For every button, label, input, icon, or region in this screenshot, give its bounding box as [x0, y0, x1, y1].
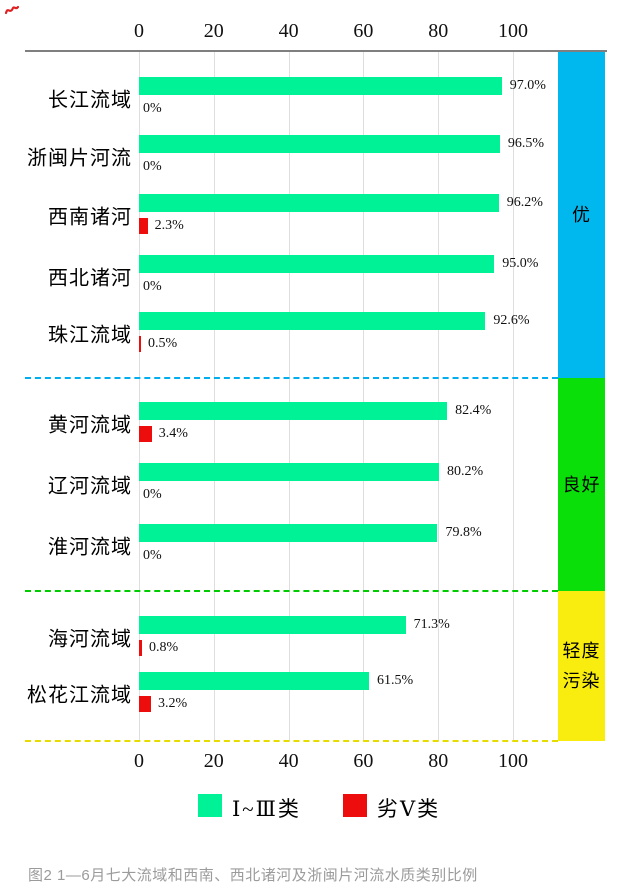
- good-bar: [139, 312, 486, 330]
- bad-bar: [139, 696, 151, 712]
- x-tick-top: 40: [278, 20, 299, 42]
- gridline: [513, 52, 514, 741]
- x-tick-top: 100: [498, 20, 528, 42]
- category-label: 浙闽片河流: [27, 147, 132, 170]
- good-bar: [139, 524, 438, 542]
- x-tick-bottom: 100: [498, 750, 528, 772]
- quality-band: 良好: [558, 378, 605, 591]
- band-divider: [25, 377, 558, 379]
- category-label: 西北诸河: [48, 267, 132, 290]
- bad-value-label: 2.3%: [154, 218, 184, 233]
- bad-value-label: 0%: [143, 101, 162, 116]
- good-value-label: 97.0%: [509, 78, 546, 93]
- good-value-label: 71.3%: [413, 617, 450, 632]
- bad-value-label: 0.5%: [148, 336, 178, 351]
- x-tick-bottom: 60: [353, 750, 374, 772]
- x-tick-bottom: 20: [203, 750, 224, 772]
- band-divider: [25, 740, 558, 742]
- good-value-label: 82.4%: [455, 403, 492, 418]
- gridline: [363, 52, 365, 741]
- category-label: 珠江流域: [48, 324, 132, 347]
- bad-value-label: 3.4%: [158, 426, 188, 441]
- category-label: 西南诸河: [48, 206, 132, 229]
- bad-value-label: 0%: [143, 548, 162, 563]
- good-bar: [139, 672, 369, 690]
- good-bar: [139, 616, 406, 634]
- good-bar: [139, 194, 499, 212]
- category-label: 长江流域: [48, 89, 132, 112]
- bad-value-label: 0%: [143, 487, 162, 502]
- good-value-label: 95.0%: [502, 256, 539, 271]
- good-bar: [139, 77, 502, 95]
- x-tick-bottom: 80: [428, 750, 449, 772]
- good-bar: [139, 135, 500, 153]
- bad-value-label: 0%: [143, 279, 162, 294]
- x-tick-top: 60: [353, 20, 374, 42]
- band-divider: [25, 590, 558, 592]
- category-label: 黄河流域: [48, 414, 132, 437]
- category-label: 海河流域: [48, 628, 132, 651]
- bad-bar: [139, 336, 141, 352]
- gridline: [139, 52, 140, 741]
- gridline: [288, 52, 290, 741]
- x-tick-bottom: 40: [278, 750, 299, 772]
- quality-band-label: 轻度 污染: [562, 641, 601, 691]
- category-label: 辽河流域: [48, 475, 132, 498]
- good-value-label: 96.5%: [507, 136, 545, 151]
- good-value-label: 96.2%: [506, 195, 543, 210]
- x-tick-top: 20: [203, 20, 224, 42]
- bad-bar: [139, 640, 142, 656]
- category-label: 淮河流域: [48, 536, 132, 559]
- good-bar: [139, 463, 439, 481]
- x-tick-top: 0: [134, 20, 144, 42]
- good-bar: [139, 402, 448, 420]
- x-tick-top: 80: [428, 20, 449, 42]
- bad-value-label: 3.2%: [157, 696, 188, 711]
- gridline: [213, 52, 215, 741]
- bad-bar: [139, 218, 148, 234]
- legend-swatch-class5: [343, 794, 367, 817]
- x-tick-bottom: 0: [134, 750, 144, 772]
- quality-band-label: 优: [572, 205, 591, 225]
- good-value-label: 92.6%: [493, 313, 530, 328]
- good-value-label: 80.2%: [446, 464, 484, 479]
- quality-band: 优: [558, 52, 605, 378]
- figure-caption: 图2 1—6月七大流域和西南、西北诸河及浙闽片河流水质类别比例: [28, 867, 478, 884]
- bad-value-label: 0%: [143, 159, 162, 174]
- quality-band-label: 良好: [562, 474, 601, 495]
- category-label: 松花江流域: [27, 684, 132, 707]
- legend-swatch-class1-3: [198, 794, 222, 817]
- legend-label: 劣Ⅴ类: [377, 797, 441, 821]
- good-value-label: 79.8%: [445, 525, 482, 540]
- top-axis-line: [25, 50, 607, 52]
- quality-band: 轻度 污染: [558, 591, 605, 741]
- good-bar: [139, 255, 495, 273]
- bad-bar: [139, 426, 152, 442]
- red-scribble-mark: [5, 5, 19, 15]
- good-value-label: 61.5%: [377, 673, 414, 688]
- legend-label: Ⅰ~Ⅲ类: [232, 797, 301, 821]
- gridline: [438, 52, 440, 741]
- bad-value-label: 0.8%: [148, 640, 179, 655]
